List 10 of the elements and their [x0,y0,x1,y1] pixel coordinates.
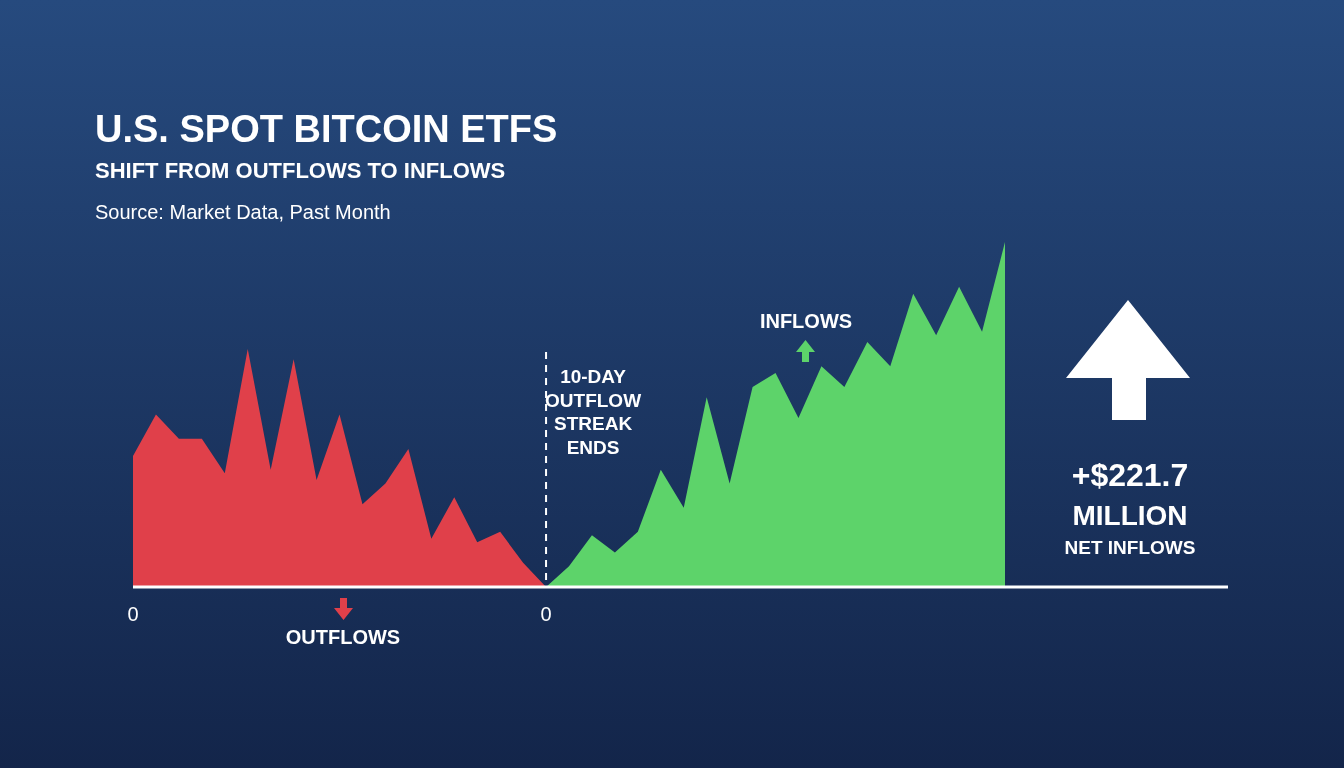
text: +$221.7 MILLION [1071,457,1189,531]
text: NET INFLOWS [1064,537,1196,558]
annotation: 10-DAY OUTFLOW STREAK ENDS [545,366,642,458]
chart-title: U.S. SPOT BITCOIN ETFS [95,108,558,150]
x-tick-label: 0 [540,603,552,625]
x-tick-label: 0 [127,603,139,625]
chart-subtitle: SHIFT FROM OUTFLOWS TO INFLOWS [95,158,506,183]
text: OUTFLOWS [285,626,401,648]
annotation: INFLOWS [759,310,853,332]
source-note: Source: Market Data, Past Month [95,201,391,223]
